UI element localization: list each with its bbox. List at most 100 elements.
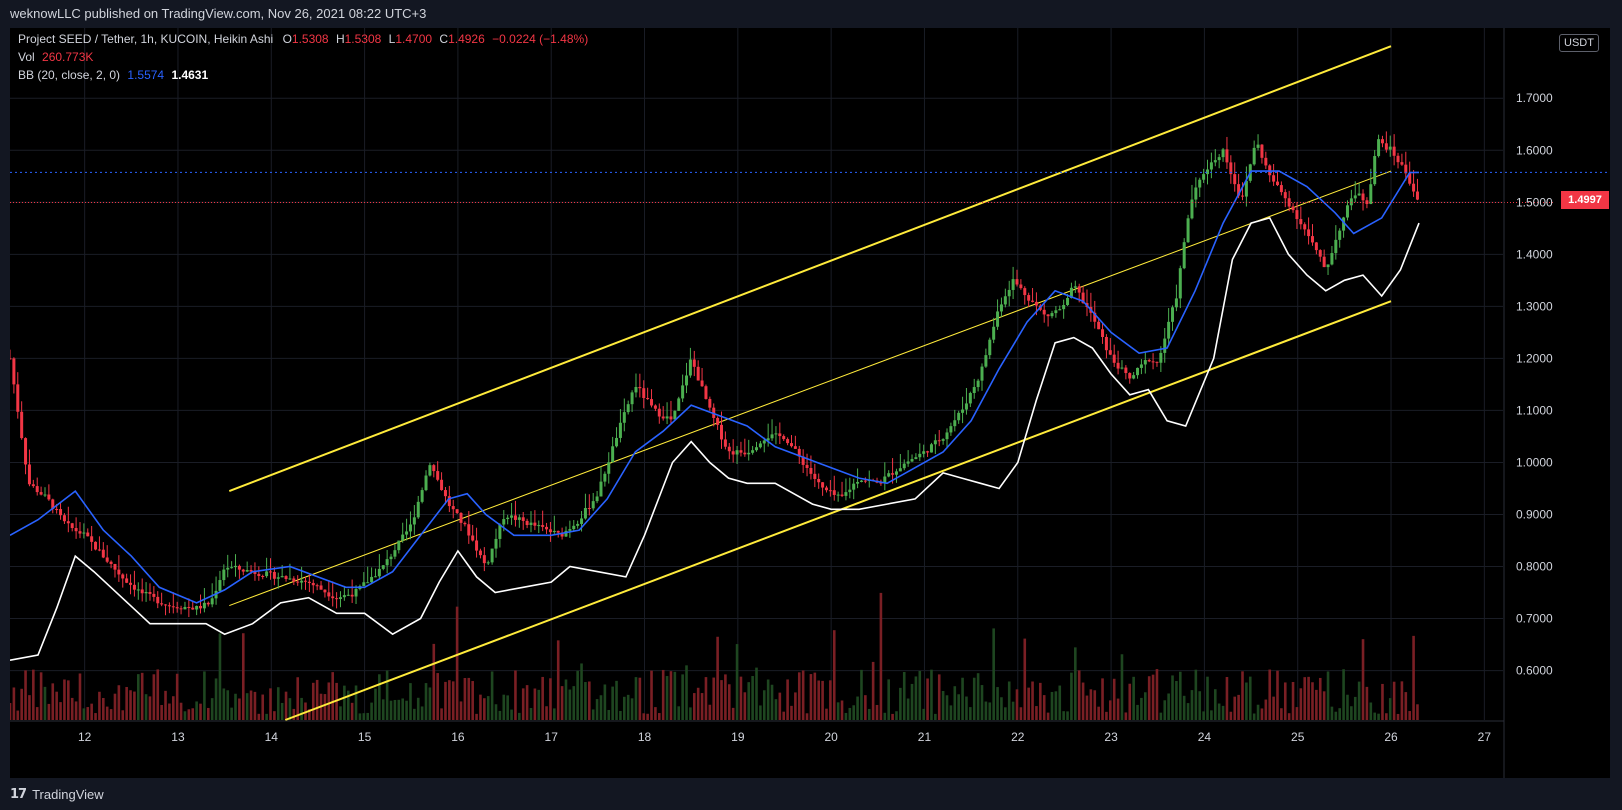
volume-bar bbox=[1217, 703, 1221, 720]
volume-bar bbox=[249, 690, 253, 720]
volume-bar bbox=[1159, 712, 1163, 720]
volume-bar bbox=[1245, 682, 1248, 720]
candle-body bbox=[1377, 139, 1381, 157]
volume-bar bbox=[891, 713, 894, 720]
volume-bar bbox=[580, 663, 583, 720]
ohlc-high: H1.5308 bbox=[335, 32, 382, 46]
volume-bar bbox=[739, 676, 743, 720]
volume-bar bbox=[86, 707, 90, 720]
candle-body bbox=[1194, 187, 1198, 200]
volume-bar bbox=[1186, 703, 1190, 720]
candle-body bbox=[1093, 312, 1097, 322]
candle-body bbox=[478, 550, 482, 556]
volume-bar bbox=[350, 702, 354, 720]
candle-body bbox=[1252, 147, 1256, 165]
candle-body bbox=[311, 582, 315, 586]
time-tick-label: 17 bbox=[545, 730, 559, 744]
volume-bar bbox=[284, 691, 288, 720]
candle-body bbox=[762, 440, 766, 444]
candle-body bbox=[556, 530, 560, 533]
volume-bar bbox=[331, 672, 335, 720]
volume-bar bbox=[657, 713, 661, 720]
volume-bar bbox=[479, 694, 482, 720]
candle-body bbox=[883, 476, 887, 483]
volume-bar bbox=[945, 695, 949, 720]
candle-body bbox=[1062, 305, 1066, 310]
candle-body bbox=[24, 438, 28, 465]
candle-body bbox=[105, 557, 109, 562]
candle-body bbox=[1019, 284, 1023, 289]
time-tick-label: 12 bbox=[78, 730, 92, 744]
volume-bar bbox=[1326, 671, 1330, 720]
volume-bar bbox=[1039, 682, 1042, 720]
candle-body bbox=[945, 432, 949, 440]
volume-bar bbox=[895, 711, 898, 720]
candle-body bbox=[898, 468, 902, 472]
axes: 1.7000 1.6000 1.5000 1.4000 1.3000 1.2000 1.10… bbox=[10, 28, 1553, 778]
volume-bar bbox=[47, 703, 51, 720]
chart-panel[interactable]: 1.7000 1.6000 1.5000 1.4000 1.3000 1.2000 1.10… bbox=[10, 28, 1610, 778]
volume-bar bbox=[280, 702, 284, 720]
candle-body bbox=[984, 355, 988, 367]
candle-body bbox=[405, 531, 409, 535]
volume-bar bbox=[972, 677, 976, 720]
candle-body bbox=[692, 359, 696, 367]
volume-bar bbox=[1178, 671, 1182, 720]
volume-bar bbox=[1330, 706, 1334, 720]
candle-body bbox=[1415, 191, 1419, 200]
candle-body bbox=[1338, 230, 1342, 240]
volume-bar bbox=[840, 700, 844, 720]
volume-bar bbox=[902, 672, 906, 720]
candle-body bbox=[1174, 298, 1178, 308]
volume-bar bbox=[125, 686, 128, 720]
volume-bar bbox=[576, 670, 579, 720]
time-tick-label: 26 bbox=[1384, 730, 1398, 744]
candle-body bbox=[10, 358, 12, 360]
volume-bar bbox=[63, 679, 66, 720]
volume-bar bbox=[1175, 681, 1178, 720]
currency-selector[interactable]: USDT bbox=[1559, 34, 1599, 52]
candle-body bbox=[245, 569, 249, 572]
volume-bar bbox=[1093, 690, 1097, 720]
volume-bar bbox=[626, 694, 630, 720]
candle-body bbox=[140, 589, 144, 594]
candle-body bbox=[494, 538, 498, 549]
volume-bar bbox=[292, 708, 296, 720]
volume-bar bbox=[1221, 705, 1225, 720]
volume-bar bbox=[1241, 671, 1244, 720]
volume-bar bbox=[129, 690, 132, 720]
candle-body bbox=[529, 522, 533, 526]
candle-body bbox=[1116, 362, 1120, 369]
price-chart[interactable]: 1.7000 1.6000 1.5000 1.4000 1.3000 1.2000 1.10… bbox=[10, 28, 1610, 778]
candle-body bbox=[443, 490, 447, 497]
volume-bar bbox=[24, 670, 27, 720]
candle-body bbox=[766, 438, 770, 441]
volume-bar bbox=[362, 713, 366, 720]
candle-body bbox=[696, 366, 700, 381]
candle-body bbox=[12, 358, 16, 385]
volume-bar bbox=[486, 696, 490, 720]
candle-body bbox=[1132, 375, 1136, 379]
legend-volume-row: Vol 260.773K bbox=[18, 50, 93, 64]
candle-body bbox=[1081, 292, 1085, 304]
volume-bar bbox=[199, 703, 202, 720]
volume-bar bbox=[805, 713, 809, 720]
volume-bar bbox=[168, 703, 171, 720]
candle-body bbox=[988, 339, 992, 356]
volume-bar bbox=[848, 707, 852, 720]
candle-body bbox=[957, 412, 961, 421]
candle-body bbox=[782, 436, 786, 440]
volume-bar bbox=[315, 679, 319, 720]
candle-body bbox=[824, 487, 828, 491]
candle-body bbox=[1112, 354, 1116, 363]
volume-bar bbox=[961, 677, 964, 720]
candle-body bbox=[1151, 361, 1155, 363]
candle-body bbox=[132, 584, 136, 590]
candle-body bbox=[167, 605, 171, 607]
candle-body bbox=[55, 509, 59, 511]
candle-body bbox=[1408, 173, 1412, 184]
bb-lower-line bbox=[10, 216, 1420, 661]
volume-bar bbox=[720, 680, 723, 720]
volume-bar bbox=[879, 592, 883, 720]
brand-name: TradingView bbox=[32, 786, 104, 802]
